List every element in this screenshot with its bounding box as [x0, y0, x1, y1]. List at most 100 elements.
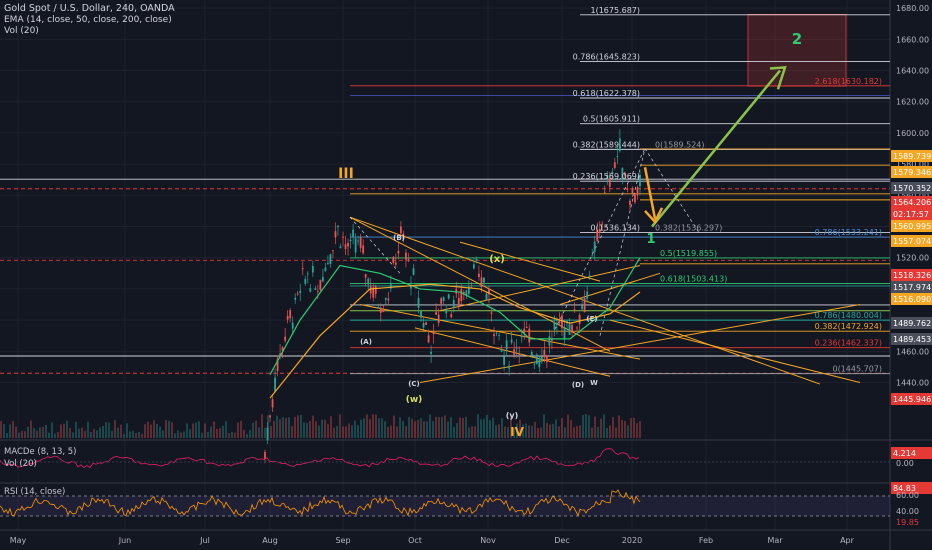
candle-body [452, 299, 455, 308]
candle-body [306, 273, 309, 275]
y-tick-label: 1440.00 [896, 379, 929, 388]
volume-bar [123, 433, 125, 438]
volume-bar [150, 424, 152, 438]
price-badge [891, 182, 932, 194]
volume-bar [15, 426, 17, 438]
fib-label: 0.5(1519.855) [660, 249, 717, 258]
candle-body [498, 334, 500, 336]
candle-body [379, 308, 382, 314]
volume-bar [564, 427, 566, 438]
trend-line [609, 319, 861, 384]
volume-bar [132, 430, 134, 438]
rsi-level-label: 19.85 [896, 518, 919, 527]
y-tick-label: 1640.00 [896, 67, 929, 76]
volume-bar [306, 422, 308, 438]
price-badge [891, 393, 932, 405]
volume-bar [447, 421, 449, 438]
volume-bar [618, 415, 620, 438]
volume-bar [345, 426, 347, 438]
fib-label: 0.382(1472.924) [815, 322, 882, 331]
candle-body [608, 178, 611, 187]
candle-body [291, 322, 294, 329]
volume-bar [264, 427, 266, 438]
volume-bar [303, 422, 305, 438]
volume-bar [312, 415, 314, 438]
volume-bar [354, 420, 356, 438]
candle-body [420, 311, 422, 318]
price-badge-text: 1589.739 [893, 152, 931, 161]
price-badge-text: 1489.762 [893, 319, 931, 328]
volume-bar [321, 419, 323, 438]
macd-zero-label: 0.00 [896, 459, 914, 468]
volume-bar [630, 418, 632, 438]
volume-bar [600, 418, 602, 438]
volume-bar [117, 427, 119, 438]
wave-label: (E) [586, 315, 597, 323]
price-badge-text: 1557.074 [893, 237, 931, 246]
candle-body [576, 327, 578, 329]
candle-body [631, 188, 634, 194]
rsi-level-label: 60.00 [896, 491, 919, 500]
volume-bar [189, 429, 191, 438]
dashed-line [644, 148, 701, 235]
price-badge-text: 1489.453 [893, 335, 931, 344]
price-badge-text: 02:17:57 [893, 210, 929, 219]
rsi-value: 84.83 [893, 484, 916, 493]
volume-bar [582, 414, 584, 438]
volume-bar [486, 415, 488, 438]
volume-bar [546, 422, 548, 438]
wave-label: (w) [406, 395, 423, 405]
dashed-line [349, 216, 401, 274]
price-badge-text: 1564.206 [893, 198, 931, 207]
rsi-line [0, 489, 641, 517]
candle-body [603, 191, 606, 193]
volume-bar [120, 424, 122, 438]
candle-body [581, 305, 584, 310]
volume-bar [603, 414, 605, 438]
candle-body [510, 339, 513, 343]
volume-bar [465, 416, 467, 438]
x-tick-label: Sep [335, 536, 350, 545]
volume-bar [459, 417, 461, 438]
candle-body [417, 297, 420, 308]
candle-body [513, 349, 516, 356]
volume-bar [378, 418, 380, 438]
volume-bar [492, 417, 494, 438]
fib-label: 0(1536.134) [590, 224, 640, 233]
dashed-line [599, 148, 646, 336]
fib-label: 0.236(1569.069) [573, 172, 640, 181]
y-tick-label: 1680.00 [896, 4, 929, 13]
volume-bar [615, 427, 617, 438]
x-tick-label: May [10, 536, 27, 545]
volume-bar [519, 419, 521, 438]
candle-body [316, 290, 319, 292]
volume-bar [561, 417, 563, 438]
volume-bar [612, 417, 614, 438]
volume-bar [3, 424, 5, 438]
candle-body [400, 226, 402, 234]
candle-body [485, 293, 488, 301]
x-tick-label: Nov [480, 536, 496, 545]
volume-bar [267, 415, 269, 438]
candle-body [412, 268, 415, 275]
wave-label: (A) [360, 338, 372, 346]
rsi-band [0, 496, 890, 516]
volume-bar [333, 427, 335, 438]
volume-bar [291, 426, 293, 438]
candle-body [616, 155, 619, 157]
candle-body [387, 298, 390, 301]
volume-bar [270, 425, 272, 438]
macd-value-badge [891, 447, 932, 459]
wave-label: (D) [572, 381, 584, 389]
price-badge [891, 269, 932, 281]
volume-bar [432, 421, 434, 438]
fib-label: 0.236(1462.337) [815, 339, 882, 348]
candle-body [478, 273, 480, 278]
candle-body [618, 138, 621, 151]
y-tick-label: 1660.00 [896, 35, 929, 44]
volume-bar [276, 415, 278, 438]
volume-bar [198, 421, 200, 438]
volume-bar [534, 421, 536, 438]
volume-bar [282, 417, 284, 438]
